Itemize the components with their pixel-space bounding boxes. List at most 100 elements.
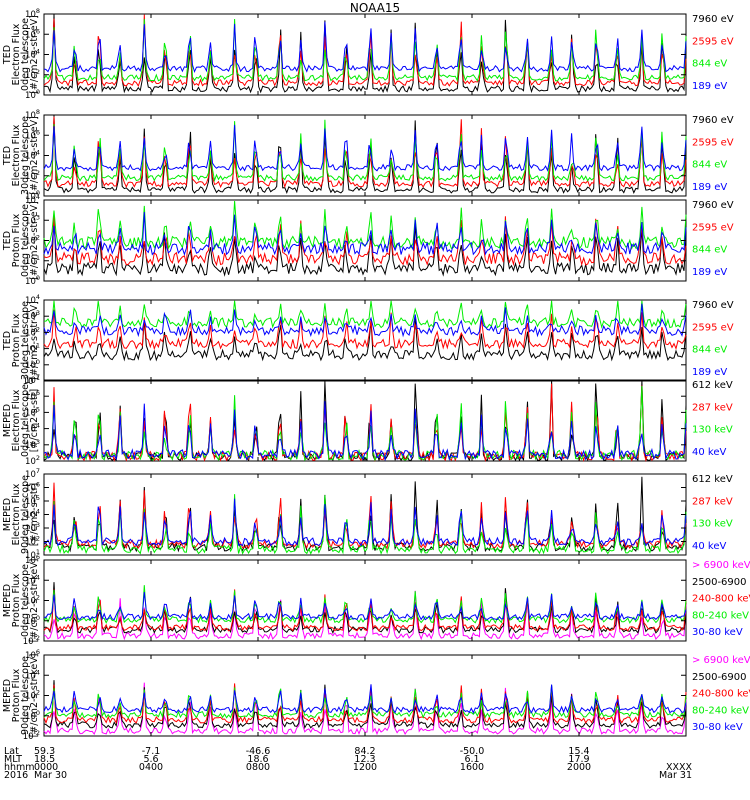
footer-value: 12.3 xyxy=(354,754,375,765)
y-axis-label: MEPEDProton Flux0deg telescope[#/cm2-s-s… xyxy=(2,559,40,643)
footer-value: 18.6 xyxy=(247,754,268,765)
y-tick-label: 104 xyxy=(25,573,40,586)
y-tick-label: 102 xyxy=(25,169,40,182)
legend-entry: > 6900 keV xyxy=(692,655,750,666)
footer-value: 15.4 xyxy=(568,746,589,757)
y-tick-label: 100 xyxy=(25,358,40,371)
legend-entry: 2595 eV xyxy=(692,322,734,333)
legend-entry: 844 eV xyxy=(692,345,727,356)
legend-entry: 40 keV xyxy=(692,447,726,458)
series-line xyxy=(43,115,687,195)
y-tick-label: 104 xyxy=(25,149,40,162)
y-tick-label: 103 xyxy=(25,213,40,226)
legend-entry: 30-80 keV xyxy=(692,627,743,638)
series-line xyxy=(44,300,687,329)
legend-entry: 2500-6900 xyxy=(692,672,747,683)
y-tick-label: 102 xyxy=(25,325,40,338)
panel-frame xyxy=(43,114,687,197)
series-line xyxy=(43,498,687,547)
y-tick-label: 104 xyxy=(25,668,40,681)
y-tick-label: 102 xyxy=(25,454,40,467)
legend-entry: 80-240 keV xyxy=(692,705,749,716)
y-axis-label: MEPEDElectron Flux0deg telescope[#/cm2-s… xyxy=(2,384,40,457)
legend-entry: 189 eV xyxy=(692,367,727,378)
y-tick-label: 104 xyxy=(25,193,40,206)
legend-entry: 189 eV xyxy=(692,182,727,193)
footer-value: 0000 xyxy=(34,762,58,773)
series-line xyxy=(43,200,687,251)
legend-entry: 189 eV xyxy=(692,267,727,278)
y-tick-label: 103 xyxy=(25,521,40,534)
y-tick-label: 107 xyxy=(25,467,40,480)
y-tick-label: 104 xyxy=(25,48,40,61)
y-tick-label: 102 xyxy=(25,68,40,81)
series-line xyxy=(43,14,687,88)
y-tick-label: 106 xyxy=(25,481,40,494)
legend-entry: 612 keV xyxy=(692,380,733,391)
y-tick-label: 104 xyxy=(25,508,40,521)
legend-entry: 7960 eV xyxy=(692,300,734,311)
y-tick-label: 102 xyxy=(25,594,40,607)
series-line xyxy=(43,401,687,462)
y-tick-label: 108 xyxy=(25,7,40,20)
y-axis-label: MEPEDProton Flux90deg telescope[#/cm2-s-… xyxy=(2,654,40,738)
panel-frame xyxy=(43,13,687,96)
legend-entry: > 6900 keV xyxy=(692,560,750,571)
series-line xyxy=(43,684,687,715)
footer-value: -46.6 xyxy=(246,746,271,757)
y-axis-label: TEDProton Flux0deg telescope[#/cm2-s-str… xyxy=(2,201,40,280)
footer-value: Mar 30 xyxy=(34,770,67,781)
y-tick-label: 104 xyxy=(25,422,40,435)
series-line xyxy=(43,303,687,338)
y-tick-label: 105 xyxy=(25,405,40,418)
legend-entry: 130 keV xyxy=(692,519,733,530)
y-tick-label: 101 xyxy=(25,254,40,267)
series-line xyxy=(43,683,687,725)
y-tick-label: 107 xyxy=(25,373,40,386)
legend-entry: 287 keV xyxy=(692,402,733,413)
y-tick-label: 103 xyxy=(25,309,40,322)
y-axis-label: TEDProton Flux30deg telescope[#/cm2-s-st… xyxy=(2,301,40,380)
series-line xyxy=(43,215,687,277)
series-line xyxy=(43,116,687,189)
series-line xyxy=(43,585,687,625)
series-line xyxy=(43,383,687,463)
footer-value: 5.6 xyxy=(143,754,158,765)
legend-entry: 844 eV xyxy=(692,245,727,256)
y-tick-label: 104 xyxy=(25,293,40,306)
footer-value: 17.9 xyxy=(568,754,589,765)
series-line xyxy=(43,309,687,351)
footer-value: XXXX xyxy=(666,762,693,773)
footer-value: 18.5 xyxy=(34,754,55,765)
y-tick-label: 100 xyxy=(25,274,40,287)
y-tick-label: 100 xyxy=(25,189,40,202)
y-tick-label: 101 xyxy=(25,342,40,355)
y-tick-label: 10-2 xyxy=(23,729,40,742)
legend-entry: 7960 eV xyxy=(692,14,734,25)
y-tick-label: 103 xyxy=(25,438,40,451)
series-line xyxy=(43,216,687,267)
y-tick-label: 10-2 xyxy=(23,634,40,647)
footer-value: -50.0 xyxy=(460,746,485,757)
footer-row-label: MLT xyxy=(4,754,22,765)
y-tick-label: 106 xyxy=(25,389,40,402)
y-tick-label: 106 xyxy=(25,128,40,141)
footer-value: 59.3 xyxy=(34,746,55,757)
legend-entry: 287 keV xyxy=(692,496,733,507)
series-line xyxy=(43,318,687,362)
page-title: NOAA15 xyxy=(349,1,401,15)
footer-value: 2000 xyxy=(567,762,591,773)
footer-value: 0400 xyxy=(139,762,163,773)
legend-entry: 240-800 keV xyxy=(692,594,750,605)
legend-entry: 80-240 keV xyxy=(692,610,749,621)
series-line xyxy=(43,592,687,621)
legend-entry: 844 eV xyxy=(692,160,727,171)
footer-row-label: Lat xyxy=(4,746,19,757)
